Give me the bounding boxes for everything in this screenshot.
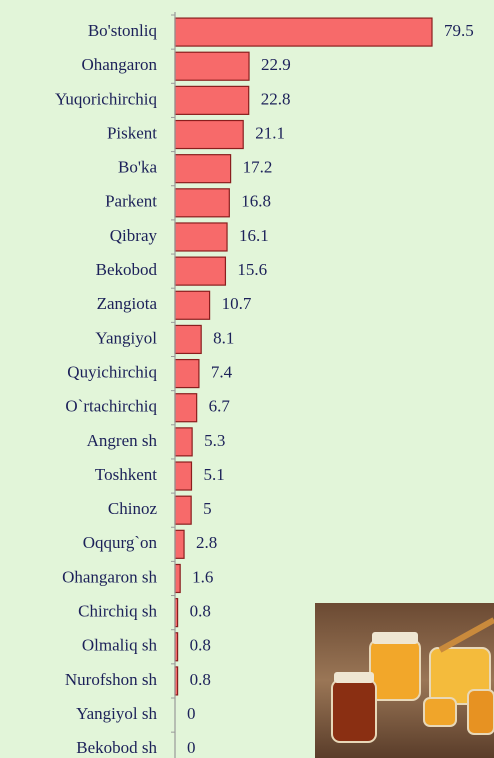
category-label: Ohangaron: [81, 55, 157, 74]
category-label: Parkent: [105, 192, 157, 211]
category-label: Quyichirchiq: [67, 362, 157, 381]
category-label: Zangiota: [97, 294, 158, 313]
value-label: 79.5: [444, 21, 474, 40]
value-label: 2.8: [196, 533, 217, 552]
value-label: 16.8: [241, 192, 271, 211]
category-label: Qibray: [110, 226, 158, 245]
bar: [175, 189, 229, 217]
category-label: Nurofshon sh: [65, 670, 158, 689]
category-label: Chirchiq sh: [78, 602, 157, 621]
bar: [175, 325, 201, 353]
value-label: 17.2: [243, 158, 273, 177]
bar: [175, 52, 249, 80]
value-label: 22.8: [261, 89, 291, 108]
bar: [175, 360, 199, 388]
bar: [175, 155, 231, 183]
bar: [175, 530, 184, 558]
bar: [175, 496, 191, 524]
value-label: 0: [187, 704, 196, 723]
page: {"chart_data": {"type": "bar", "orientat…: [0, 0, 494, 758]
value-label: 0.8: [190, 602, 211, 621]
category-label: Bekobod: [96, 260, 158, 279]
value-label: 5: [203, 499, 212, 518]
value-label: 5.3: [204, 431, 225, 450]
category-label: Toshkent: [95, 465, 157, 484]
category-label: Angren sh: [87, 431, 158, 450]
value-label: 15.6: [237, 260, 267, 279]
value-label: 8.1: [213, 328, 234, 347]
value-label: 21.1: [255, 123, 285, 142]
category-label: O`rtachirchiq: [65, 397, 157, 416]
category-label: Bo'ka: [118, 158, 157, 177]
category-label: Chinoz: [108, 499, 158, 518]
bar: [175, 291, 210, 319]
bar: [175, 564, 180, 592]
value-label: 0: [187, 738, 196, 757]
bar: [175, 18, 432, 46]
photo: [315, 603, 494, 758]
value-label: 10.7: [222, 294, 252, 313]
value-label: 16.1: [239, 226, 269, 245]
bar: [175, 462, 191, 490]
bar: [175, 86, 249, 114]
category-label: Bo'stonliq: [88, 21, 158, 40]
category-label: Yangiyol sh: [76, 704, 157, 723]
chart: Bo'stonliq 79.5 Ohangaron 22.9 Yuqorichirchi…: [0, 0, 494, 758]
category-label: Piskent: [107, 123, 157, 142]
category-label: Yuqorichirchiq: [55, 89, 157, 108]
bar: [175, 428, 192, 456]
category-label: Olmaliq sh: [82, 636, 158, 655]
value-label: 6.7: [209, 397, 231, 416]
bar: [175, 257, 225, 285]
category-label: Yangiyol: [95, 328, 157, 347]
value-label: 7.4: [211, 362, 233, 381]
value-label: 5.1: [203, 465, 224, 484]
bar: [175, 223, 227, 251]
value-label: 0.8: [190, 670, 211, 689]
category-label: Ohangaron sh: [62, 567, 157, 586]
category-label: Oqqurg`on: [83, 533, 158, 552]
value-label: 0.8: [190, 636, 211, 655]
bar: [175, 121, 243, 149]
value-label: 1.6: [192, 567, 213, 586]
value-label: 22.9: [261, 55, 291, 74]
category-label: Bekobod sh: [76, 738, 157, 757]
bar: [175, 394, 197, 422]
